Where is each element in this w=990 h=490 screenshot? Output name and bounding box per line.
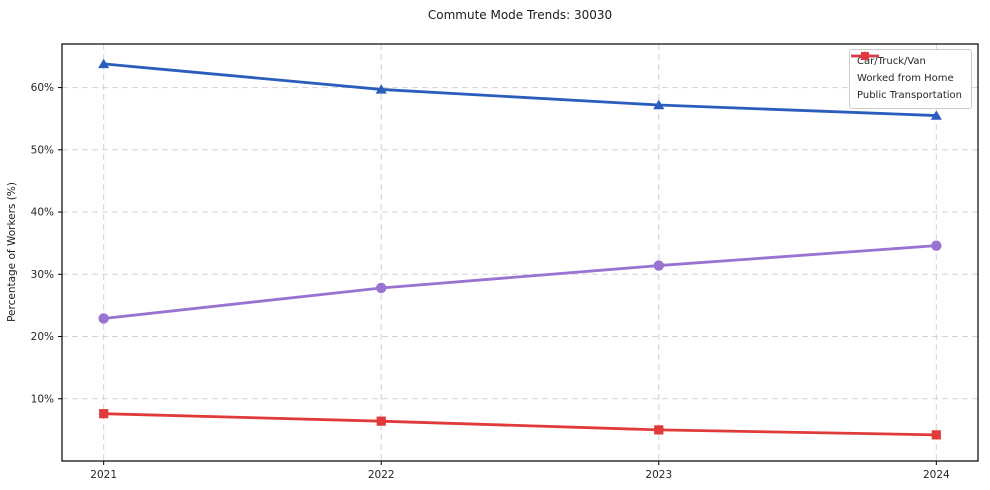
y-axis-label: Percentage of Workers (%) [6, 182, 18, 322]
y-tick-label: 10% [31, 393, 54, 405]
data-point-circle [931, 240, 942, 251]
y-tick-label: 40% [31, 207, 54, 219]
legend-marker-square-icon [851, 52, 880, 60]
legend-label: Car/Truck/Van [857, 56, 926, 67]
chart-title: Commute Mode Trends: 30030 [427, 8, 613, 22]
series-line-worked-from-home [102, 244, 938, 320]
x-tick-label: 2023 [645, 469, 672, 481]
data-point-triangle [98, 58, 110, 69]
legend-item: Public Transportation [851, 52, 962, 103]
data-point-circle [653, 260, 664, 271]
series-line-public-transportation [102, 412, 938, 437]
data-point-square [931, 430, 941, 440]
data-point-square [654, 425, 664, 435]
data-point-triangle [375, 84, 387, 94]
data-point-triangle [930, 110, 942, 120]
data-point-circle [376, 282, 387, 294]
data-point-circle [98, 313, 109, 324]
y-tick-label: 30% [31, 269, 54, 281]
legend-label: Public Transportation [857, 90, 962, 101]
y-tick-label: 20% [31, 331, 54, 343]
data-point-square [376, 416, 386, 426]
axes-border [61, 43, 979, 462]
legend: Car/Truck/Van Worked from Home Public Tran… [849, 49, 972, 109]
data-point-square [99, 409, 109, 419]
x-tick-label: 2021 [90, 469, 117, 481]
legend-label: Worked from Home [857, 73, 954, 84]
legend-item: Worked from Home [851, 51, 962, 86]
y-tick-label: 60% [31, 82, 54, 94]
y-tick-label: 50% [31, 144, 54, 156]
x-tick-label: 2022 [368, 469, 395, 481]
data-point-triangle [653, 99, 665, 110]
x-tick-label: 2024 [923, 469, 950, 481]
series-line-car-truck-van [102, 62, 938, 117]
